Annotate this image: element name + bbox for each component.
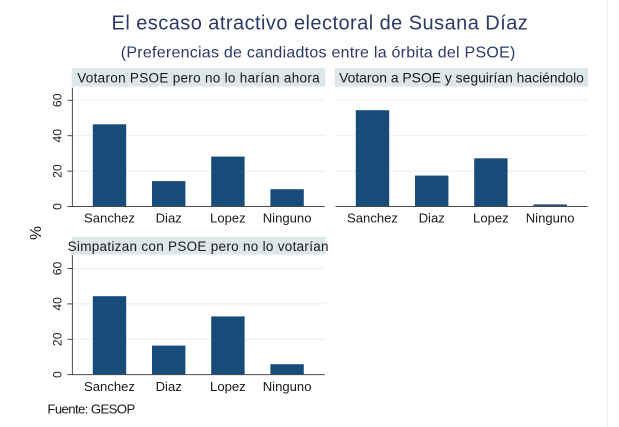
svg-text:Sanchez: Sanchez [347,210,398,225]
svg-text:Diaz: Diaz [419,210,445,225]
svg-text:%: % [28,226,45,240]
svg-text:Lopez: Lopez [210,210,246,225]
svg-text:El escaso atractivo electoral: El escaso atractivo electoral de Susana … [112,13,529,35]
svg-text:Simpatizan con PSOE pero no lo: Simpatizan con PSOE pero no lo votarían [68,239,329,254]
svg-text:0: 0 [51,371,65,378]
svg-text:Votaron a PSOE y seguirían hac: Votaron a PSOE y seguirían haciéndolo [339,69,584,85]
svg-text:40: 40 [51,297,65,311]
svg-text:40: 40 [51,129,65,143]
svg-text:Diaz: Diaz [156,379,182,394]
svg-text:Lopez: Lopez [210,379,246,394]
svg-text:60: 60 [51,93,65,107]
svg-text:20: 20 [51,164,65,178]
svg-text:Fuente: GESOP: Fuente: GESOP [47,402,135,417]
svg-text:Ninguno: Ninguno [263,210,312,225]
svg-text:Ninguno: Ninguno [526,210,575,225]
svg-text:0: 0 [51,203,65,210]
svg-text:Sanchez: Sanchez [84,210,135,225]
svg-text:Lopez: Lopez [473,210,509,225]
svg-text:Sanchez: Sanchez [84,379,135,394]
svg-text:Votaron PSOE pero no lo harían: Votaron PSOE pero no lo harían ahora [77,70,320,85]
svg-text:(Preferencias de candiadtos en: (Preferencias de candiadtos entre la órb… [121,45,516,62]
svg-text:20: 20 [51,332,65,346]
svg-text:Diaz: Diaz [156,210,182,225]
svg-text:Ninguno: Ninguno [263,379,312,394]
svg-text:60: 60 [51,262,65,276]
